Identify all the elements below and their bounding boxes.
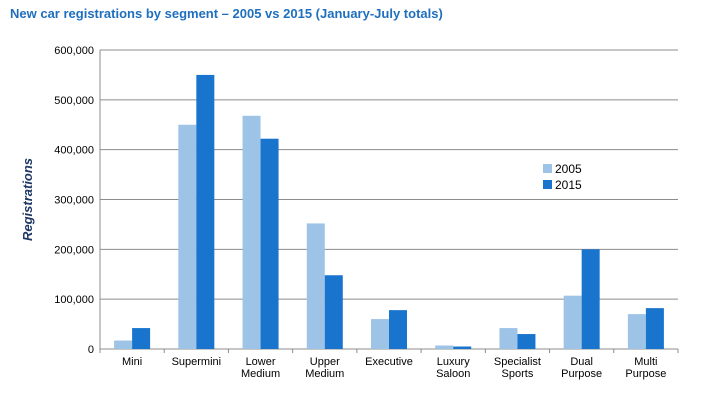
bar-2005 bbox=[306, 223, 325, 349]
y-tick-label: 300,000 bbox=[54, 195, 94, 207]
x-tick-label-line: Luxury bbox=[437, 356, 471, 368]
y-tick-label: 600,000 bbox=[54, 45, 94, 57]
x-tick-label-line: Lower bbox=[246, 356, 276, 368]
y-axis-label: Registrations bbox=[20, 158, 35, 241]
bar-2015 bbox=[324, 275, 343, 349]
x-tick-label-line: Sports bbox=[502, 368, 534, 380]
x-tick-label: Supermini bbox=[172, 356, 222, 368]
x-tick-label: Luxury Saloon bbox=[436, 356, 470, 380]
x-tick-label-line: Specialist bbox=[494, 356, 541, 368]
x-tick-label-line: Purpose bbox=[561, 368, 602, 380]
bar-2005 bbox=[627, 314, 646, 349]
x-tick-label: Executive bbox=[365, 356, 413, 368]
bar-2015 bbox=[645, 308, 664, 349]
legend-swatch-2005 bbox=[543, 164, 552, 173]
bar-2015 bbox=[132, 328, 151, 349]
bar-2015 bbox=[517, 334, 536, 349]
bar-2005 bbox=[371, 319, 389, 349]
bar-2005 bbox=[242, 115, 261, 349]
x-tick-label-line: Medium bbox=[305, 368, 344, 380]
x-tick-label: Upper Medium bbox=[305, 356, 344, 380]
x-tick-label-line: Dual bbox=[570, 356, 593, 368]
x-tick-label-line: Upper bbox=[310, 356, 340, 368]
x-tick-label-line: Multi bbox=[634, 356, 657, 368]
chart-title: New car registrations by segment – 2005 … bbox=[10, 6, 443, 21]
bar-2005 bbox=[178, 124, 197, 349]
bar-2005 bbox=[114, 340, 133, 349]
bar-2005 bbox=[499, 328, 518, 349]
x-tick-label-line: Executive bbox=[365, 356, 413, 368]
x-tick-label-line: Purpose bbox=[625, 368, 666, 380]
legend-label-2005: 2005 bbox=[555, 162, 582, 176]
x-tick-label: Multi Purpose bbox=[625, 356, 666, 380]
bar-2005 bbox=[435, 345, 454, 349]
x-tick-label-line: Supermini bbox=[172, 356, 222, 368]
bar-2015 bbox=[196, 74, 215, 350]
x-tick-label: Specialist Sports bbox=[494, 356, 541, 380]
y-tick-label: 200,000 bbox=[54, 244, 94, 256]
x-tick-label: Mini bbox=[122, 356, 142, 368]
bar-2015 bbox=[260, 138, 279, 349]
legend-swatch-2015 bbox=[543, 180, 552, 189]
y-tick-label: 100,000 bbox=[54, 294, 94, 306]
x-tick-label: Dual Purpose bbox=[561, 356, 602, 380]
y-tick-label: 400,000 bbox=[54, 145, 94, 157]
bar-2015 bbox=[389, 310, 407, 349]
bar-2015 bbox=[581, 249, 600, 349]
x-tick-label-line: Saloon bbox=[436, 368, 470, 380]
y-tick-label: 500,000 bbox=[54, 95, 94, 107]
x-tick-label-line: Medium bbox=[241, 368, 280, 380]
y-tick-label: 0 bbox=[88, 344, 94, 356]
bar-2015 bbox=[453, 346, 472, 349]
x-tick-label: Lower Medium bbox=[241, 356, 280, 380]
bar-2005 bbox=[563, 295, 582, 349]
legend-label-2015: 2015 bbox=[555, 178, 582, 192]
x-tick-label-line: Mini bbox=[122, 356, 142, 368]
